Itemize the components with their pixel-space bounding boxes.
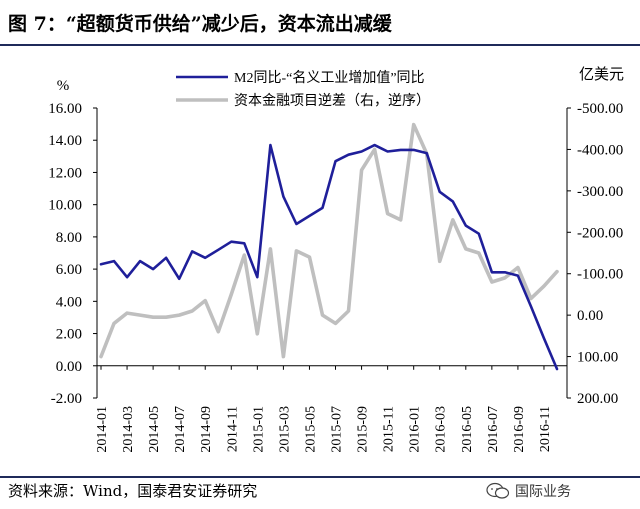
left-tick-label: -2.00	[51, 391, 82, 407]
x-tick-label: 2014-11	[225, 406, 240, 452]
left-tick-label: 8.00	[56, 230, 82, 246]
x-tick-label: 2016-11	[538, 406, 553, 452]
title-divider	[0, 44, 640, 46]
x-tick-label: 2015-07	[330, 406, 345, 453]
x-tick-label: 2015-09	[356, 406, 371, 453]
left-tick-label: 4.00	[56, 294, 82, 310]
x-tick-label: 2014-09	[199, 406, 214, 453]
footer-divider	[0, 476, 640, 478]
right-tick-label: 100.00	[577, 350, 618, 366]
left-tick-label: 6.00	[56, 262, 82, 278]
right-tick-label: -500.00	[577, 101, 623, 117]
right-tick-label: 200.00	[577, 391, 618, 407]
left-tick-label: 0.00	[56, 359, 82, 375]
x-tick-label: 2015-11	[382, 406, 397, 452]
chart-axes	[96, 108, 568, 398]
x-tick-label: 2014-03	[121, 406, 136, 453]
left-tick-label: 10.00	[48, 198, 82, 214]
left-tick-label: 14.00	[48, 133, 82, 149]
left-axis-unit: %	[57, 78, 70, 94]
x-tick-label: 2015-01	[251, 406, 266, 453]
x-tick-label: 2016-09	[512, 406, 527, 453]
left-axis-ticks: 16.00 14.00 12.00 10.00 8.00 6.00 4.00 2.00 0.00…	[48, 101, 97, 407]
left-tick-label: 16.00	[48, 101, 82, 117]
x-tick-label: 2016-07	[486, 406, 501, 453]
x-tick-label: 2015-05	[303, 406, 318, 453]
right-tick-label: -400.00	[577, 142, 623, 158]
x-tick-label: 2014-07	[173, 406, 188, 453]
right-axis-ticks: -500.00 -400.00 -300.00 -200.00 -100.00 0.00 1…	[567, 101, 623, 407]
axis-units: % 亿美元	[57, 66, 624, 94]
figure-title: 图 7：“超额货币供给”减少后，资本流出减缓	[8, 13, 392, 35]
x-tick-label: 2014-01	[95, 406, 110, 453]
x-axis-ticks: 2014-01 2014-03 2014-05 2014-07 2014-09 2014-…	[95, 365, 553, 453]
left-tick-label: 2.00	[56, 327, 82, 343]
wechat-icon	[486, 482, 510, 499]
right-tick-label: 0.00	[577, 308, 603, 324]
x-tick-label: 2016-05	[460, 406, 475, 453]
x-tick-label: 2014-05	[147, 406, 162, 453]
right-tick-label: -200.00	[577, 225, 623, 241]
watermark-text: 国际业务	[515, 484, 571, 500]
watermark: 国际业务	[486, 481, 571, 501]
source-note: 资料来源：Wind，国泰君安证券研究	[8, 482, 258, 500]
legend-label-m2: M2同比-“名义工业增加值”同比	[234, 70, 425, 86]
x-tick-label: 2015-03	[277, 406, 292, 453]
right-tick-label: -300.00	[577, 184, 623, 200]
right-axis-unit: 亿美元	[579, 66, 624, 83]
legend-box	[170, 64, 466, 110]
m2-series-line	[99, 143, 559, 371]
x-tick-label: 2016-03	[434, 406, 449, 453]
left-tick-label: 12.00	[48, 165, 82, 181]
capital-series-line	[99, 122, 559, 359]
right-tick-label: -100.00	[577, 267, 623, 283]
x-tick-label: 2016-01	[408, 406, 423, 453]
legend-label-capital: 资本金融项目逆差（右，逆序）	[234, 93, 430, 109]
chart-series	[99, 122, 559, 371]
